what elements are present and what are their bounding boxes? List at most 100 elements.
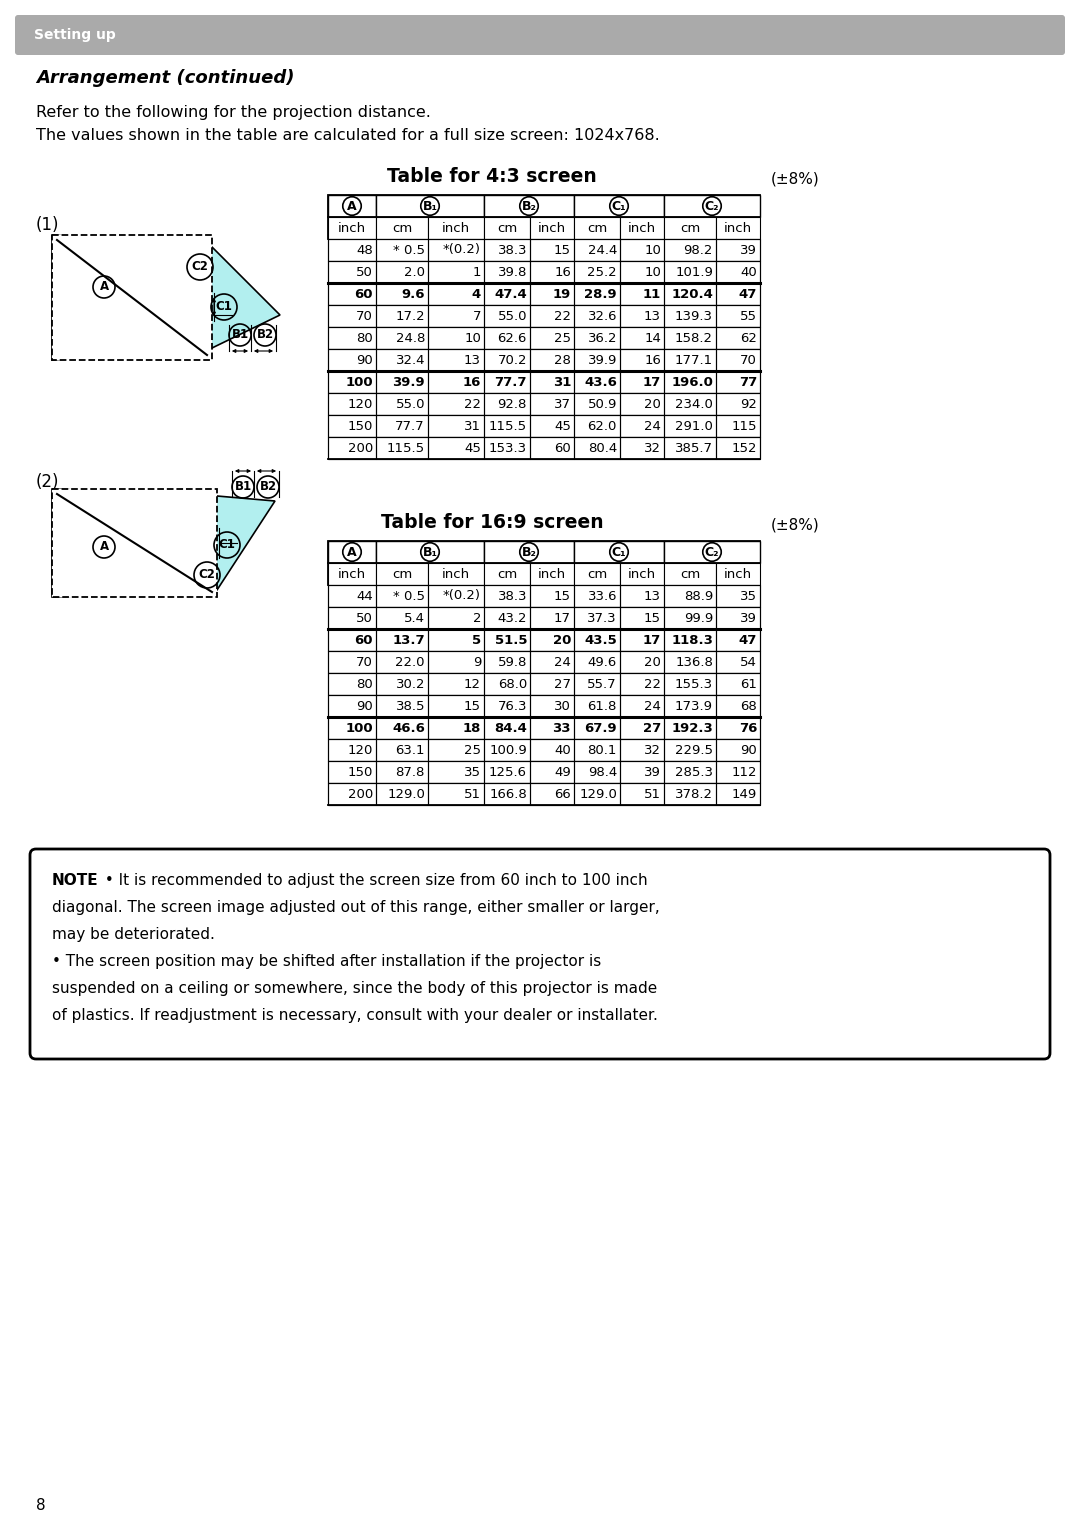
Text: NOTE: NOTE	[52, 873, 98, 889]
Text: 291.0: 291.0	[675, 420, 713, 432]
Text: B1: B1	[231, 328, 248, 342]
Bar	[376, 305, 428, 326]
Bar	[530, 696, 573, 717]
Text: 378.2: 378.2	[675, 787, 713, 801]
Bar	[328, 195, 760, 218]
Bar	[328, 651, 376, 673]
Bar	[664, 651, 716, 673]
Bar	[328, 607, 760, 630]
Bar	[484, 326, 530, 349]
Text: 80: 80	[356, 677, 373, 691]
Text: cm: cm	[497, 222, 517, 234]
Text: 118.3: 118.3	[671, 634, 713, 647]
Bar	[376, 260, 428, 283]
Text: 158.2: 158.2	[675, 331, 713, 345]
Bar	[573, 673, 620, 696]
Bar	[428, 415, 484, 437]
Text: 60: 60	[354, 288, 373, 300]
Bar	[376, 437, 428, 460]
Bar	[620, 239, 664, 260]
Bar	[328, 585, 760, 607]
Text: 16: 16	[462, 375, 481, 389]
Bar	[328, 761, 760, 783]
Text: The values shown in the table are calculated for a full size screen: 1024x768.: The values shown in the table are calcul…	[36, 129, 660, 144]
Text: 60: 60	[354, 634, 373, 647]
Text: 13: 13	[644, 590, 661, 602]
Bar	[716, 415, 760, 437]
Text: 38.5: 38.5	[395, 700, 426, 712]
FancyBboxPatch shape	[15, 15, 1065, 55]
Bar	[573, 195, 664, 218]
Bar	[484, 651, 530, 673]
Text: 36.2: 36.2	[588, 331, 617, 345]
Text: 49: 49	[554, 766, 571, 778]
Polygon shape	[52, 489, 275, 597]
Text: B₂: B₂	[522, 545, 537, 559]
Text: 1: 1	[473, 265, 481, 279]
Bar	[328, 239, 760, 260]
Text: inch: inch	[627, 567, 656, 581]
Bar	[328, 371, 376, 394]
Bar	[376, 218, 428, 239]
Bar	[716, 696, 760, 717]
Text: 49.6: 49.6	[588, 656, 617, 668]
Text: 51.5: 51.5	[495, 634, 527, 647]
Text: 7: 7	[473, 309, 481, 323]
Bar	[328, 260, 376, 283]
Text: *(0.2): *(0.2)	[443, 590, 481, 602]
Bar	[328, 305, 760, 326]
Bar	[716, 283, 760, 305]
Bar	[328, 562, 376, 585]
Text: 77: 77	[739, 375, 757, 389]
Text: * 0.5: * 0.5	[393, 590, 426, 602]
Text: 32: 32	[644, 441, 661, 455]
Text: 77.7: 77.7	[395, 420, 426, 432]
Text: 35: 35	[740, 590, 757, 602]
Text: B2: B2	[259, 481, 276, 493]
Bar	[328, 541, 760, 562]
Bar	[376, 651, 428, 673]
Text: inch: inch	[338, 222, 366, 234]
Text: 33.6: 33.6	[588, 590, 617, 602]
Bar	[428, 673, 484, 696]
Text: inch: inch	[442, 222, 470, 234]
Text: 61: 61	[740, 677, 757, 691]
Bar	[328, 437, 376, 460]
Bar	[376, 349, 428, 371]
Bar	[328, 717, 760, 738]
Text: 47: 47	[739, 634, 757, 647]
Text: 15: 15	[464, 700, 481, 712]
Text: 14: 14	[644, 331, 661, 345]
Text: 76.3: 76.3	[498, 700, 527, 712]
Bar	[328, 673, 376, 696]
Bar	[664, 305, 716, 326]
Bar	[664, 260, 716, 283]
Bar	[620, 283, 664, 305]
Bar	[664, 541, 760, 562]
Bar	[716, 260, 760, 283]
Text: 32: 32	[644, 743, 661, 757]
Text: 173.9: 173.9	[675, 700, 713, 712]
Text: 80: 80	[356, 331, 373, 345]
Bar	[328, 585, 376, 607]
Text: B₂: B₂	[522, 199, 537, 213]
Bar	[716, 738, 760, 761]
Text: 62: 62	[740, 331, 757, 345]
Text: 22: 22	[554, 309, 571, 323]
Bar	[376, 607, 428, 630]
Text: 27: 27	[643, 722, 661, 734]
Text: A: A	[99, 541, 109, 553]
Text: 38.3: 38.3	[498, 244, 527, 256]
Text: (2): (2)	[36, 473, 59, 490]
Text: 120: 120	[348, 397, 373, 411]
Text: B₁: B₁	[422, 545, 437, 559]
Text: 63.1: 63.1	[395, 743, 426, 757]
Bar	[428, 738, 484, 761]
Text: 129.0: 129.0	[579, 787, 617, 801]
Text: • The screen position may be shifted after installation if the projector is: • The screen position may be shifted aft…	[52, 954, 602, 970]
Bar	[664, 673, 716, 696]
Text: 25: 25	[464, 743, 481, 757]
Text: 62.0: 62.0	[588, 420, 617, 432]
Text: 33: 33	[553, 722, 571, 734]
Text: 120.4: 120.4	[671, 288, 713, 300]
